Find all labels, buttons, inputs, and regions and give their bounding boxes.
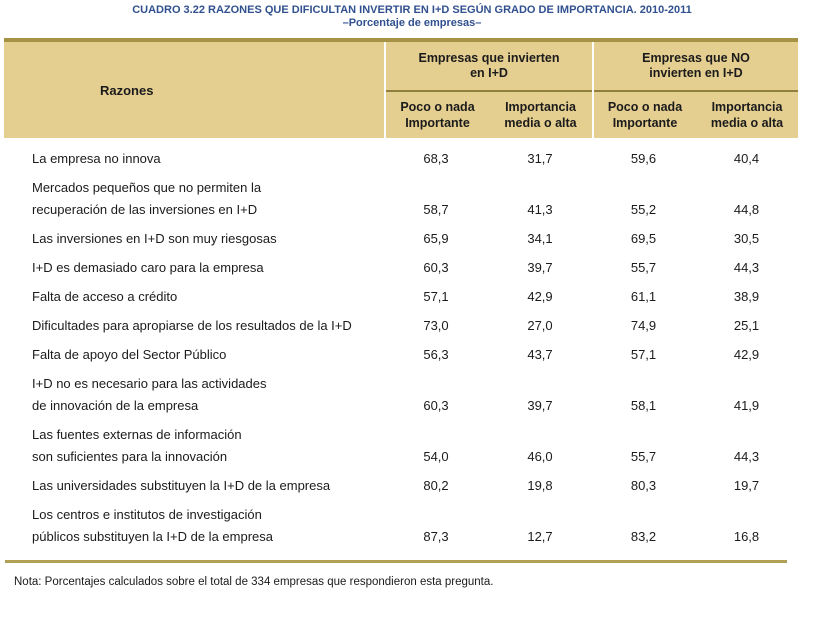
subcolumn-header: Poco o nada Importante [607, 100, 683, 130]
value-cell: 55,2 [630, 202, 657, 217]
value-cell: 87,3 [423, 529, 449, 544]
table-header: Razones Empresas que invierten en I+D Po… [4, 38, 798, 138]
razon-cell: Los centros e institutos de investigació… [32, 507, 273, 544]
value-cell: 44,3 [733, 260, 760, 275]
value-cell: 55,7 [630, 449, 657, 464]
column-group-no-invierten: Empresas que NO invierten en I+D Poco o … [592, 42, 798, 138]
razon-cell: I+D no es necesario para las actividades… [32, 376, 267, 413]
column-group-invierten: Empresas que invierten en I+D Poco o nad… [384, 42, 592, 138]
page: CUADRO 3.22 RAZONES QUE DIFICULTAN INVER… [0, 0, 824, 588]
table-row: La empresa no innova 68,3 31,7 59,6 40,4 [4, 148, 798, 170]
value-cell: 58,7 [423, 202, 449, 217]
value-cell: 83,2 [630, 529, 657, 544]
value-cell: 54,0 [423, 449, 449, 464]
table-row: Las fuentes externas de información son … [4, 424, 798, 468]
title-block: CUADRO 3.22 RAZONES QUE DIFICULTAN INVER… [0, 0, 824, 30]
table-row: I+D es demasiado caro para la empresa 60… [4, 257, 798, 279]
value-cell: 44,3 [733, 449, 760, 464]
table-row: Dificultades para apropiarse de los resu… [4, 315, 798, 337]
value-cell: 19,8 [527, 478, 553, 493]
value-cell: 68,3 [423, 151, 449, 166]
value-cell: 60,3 [423, 398, 449, 413]
group-title-invierten: Empresas que invierten en I+D [386, 42, 592, 92]
table-row: Mercados pequeños que no permiten la rec… [4, 177, 798, 221]
value-cell: 55,7 [630, 260, 657, 275]
value-cell: 42,9 [527, 289, 553, 304]
cuadro-table: Razones Empresas que invierten en I+D Po… [4, 38, 798, 588]
table-row: Falta de acceso a crédito 57,1 42,9 61,1… [4, 286, 798, 308]
value-cell: 19,7 [733, 478, 760, 493]
value-cell: 80,2 [423, 478, 449, 493]
column-header-razones: Razones [100, 82, 154, 98]
table-row: Falta de apoyo del Sector Público 56,3 4… [4, 344, 798, 366]
razon-cell: Dificultades para apropiarse de los resu… [32, 318, 352, 333]
razon-cell: Las inversiones en I+D son muy riesgosas [32, 231, 277, 246]
value-cell: 59,6 [630, 151, 657, 166]
value-cell: 56,3 [423, 347, 449, 362]
table-body: La empresa no innova 68,3 31,7 59,6 40,4… [4, 138, 798, 548]
value-cell: 57,1 [630, 347, 657, 362]
table-row: Las inversiones en I+D son muy riesgosas… [4, 228, 798, 250]
table-row: Las universidades substituyen la I+D de … [4, 475, 798, 497]
table-subtitle: –Porcentaje de empresas– [342, 17, 482, 29]
razon-cell: Las fuentes externas de información son … [32, 427, 242, 464]
subcolumn-header: Importancia media o alta [710, 100, 784, 130]
value-cell: 61,1 [630, 289, 657, 304]
table-row: I+D no es necesario para las actividades… [4, 373, 798, 417]
value-cell: 73,0 [423, 318, 449, 333]
table-row: Los centros e institutos de investigació… [4, 504, 798, 548]
value-cell: 40,4 [733, 151, 760, 166]
value-cell: 65,9 [423, 231, 449, 246]
value-cell: 38,9 [733, 289, 760, 304]
razon-cell: Mercados pequeños que no permiten la rec… [32, 180, 262, 217]
value-cell: 44,8 [733, 202, 760, 217]
subheader-row: Poco o nada Importante Importancia media… [386, 92, 592, 138]
razon-cell: Falta de apoyo del Sector Público [32, 347, 227, 362]
value-cell: 41,9 [733, 398, 760, 413]
subcolumn-header: Importancia media o alta [504, 100, 577, 130]
razon-cell: I+D es demasiado caro para la empresa [32, 260, 264, 275]
value-cell: 43,7 [527, 347, 553, 362]
value-cell: 16,8 [733, 529, 760, 544]
value-cell: 46,0 [527, 449, 553, 464]
razon-cell: La empresa no innova [32, 151, 161, 166]
value-cell: 57,1 [423, 289, 449, 304]
bottom-rule [5, 560, 787, 563]
razon-cell: Las universidades substituyen la I+D de … [32, 478, 331, 493]
value-cell: 25,1 [733, 318, 760, 333]
value-cell: 42,9 [733, 347, 760, 362]
value-cell: 69,5 [630, 231, 657, 246]
table-title: CUADRO 3.22 RAZONES QUE DIFICULTAN INVER… [132, 4, 692, 16]
value-cell: 39,7 [527, 398, 553, 413]
value-cell: 80,3 [630, 478, 657, 493]
value-cell: 60,3 [423, 260, 449, 275]
value-cell: 58,1 [630, 398, 657, 413]
value-cell: 30,5 [733, 231, 760, 246]
value-cell: 34,1 [527, 231, 553, 246]
value-cell: 31,7 [527, 151, 553, 166]
value-cell: 12,7 [527, 529, 553, 544]
subcolumn-header: Poco o nada Importante [400, 100, 475, 130]
value-cell: 74,9 [630, 318, 657, 333]
footnote: Nota: Porcentajes calculados sobre el to… [14, 576, 494, 588]
value-cell: 39,7 [527, 260, 553, 275]
value-cell: 41,3 [527, 202, 553, 217]
value-cell: 27,0 [527, 318, 553, 333]
group-title-no-invierten: Empresas que NO invierten en I+D [594, 42, 798, 92]
razon-cell: Falta de acceso a crédito [32, 289, 178, 304]
subheader-row: Poco o nada Importante Importancia media… [594, 92, 798, 138]
